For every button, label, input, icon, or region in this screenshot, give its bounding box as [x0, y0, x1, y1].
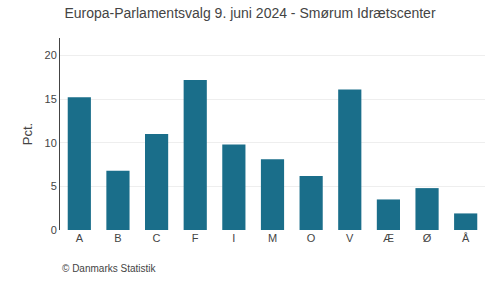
svg-text:0: 0 [51, 224, 57, 236]
svg-text:O: O [307, 232, 316, 244]
svg-text:© Danmarks Statistik: © Danmarks Statistik [62, 263, 157, 274]
svg-text:20: 20 [45, 49, 57, 61]
svg-text:Europa-Parlamentsvalg 9. juni: Europa-Parlamentsvalg 9. juni 2024 - Smø… [64, 5, 435, 21]
svg-text:I: I [232, 232, 235, 244]
svg-text:Æ: Æ [383, 232, 394, 244]
svg-text:C: C [153, 232, 161, 244]
svg-text:Å: Å [462, 232, 470, 244]
svg-text:B: B [114, 232, 121, 244]
svg-text:A: A [76, 232, 84, 244]
svg-text:Ø: Ø [423, 232, 432, 244]
svg-text:M: M [268, 232, 277, 244]
svg-text:15: 15 [45, 93, 57, 105]
svg-text:F: F [192, 232, 199, 244]
svg-text:5: 5 [51, 180, 57, 192]
svg-text:10: 10 [45, 137, 57, 149]
svg-text:Pct.: Pct. [20, 123, 35, 145]
svg-text:V: V [346, 232, 354, 244]
